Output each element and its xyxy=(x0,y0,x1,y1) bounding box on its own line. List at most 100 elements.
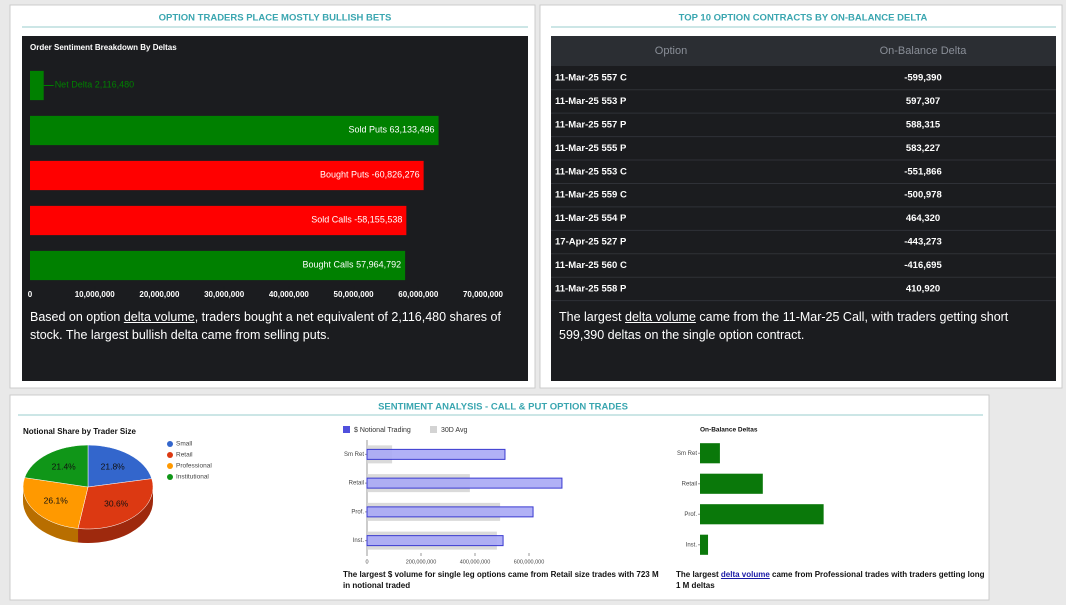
category: Sold Puts xyxy=(348,125,387,135)
y-tick-label: Sm Ret xyxy=(344,452,364,458)
x-tick-label: 200,000,000 xyxy=(406,559,437,565)
bar xyxy=(30,160,424,191)
column-header: On-Balance Delta xyxy=(880,45,968,57)
pie-shade xyxy=(23,487,79,543)
pie-slice xyxy=(87,444,153,488)
data-label: Sold Calls -58,155,538 xyxy=(311,215,402,225)
cell: 11-Mar-25 559 C xyxy=(555,190,627,201)
x-tick-label: 10,000,000 xyxy=(75,290,116,299)
cell: 464,320 xyxy=(906,213,940,224)
category: Net Delta xyxy=(55,80,93,90)
legend-swatch xyxy=(343,426,350,433)
cell: 11-Mar-25 553 P xyxy=(555,96,627,107)
data-label: 26.1% xyxy=(44,495,69,505)
panel-title: OPTION TRADERS PLACE MOSTLY BULLISH BETS xyxy=(159,13,392,24)
panel xyxy=(9,394,990,601)
data-label: Net Delta 2,116,480 xyxy=(55,80,134,90)
cell: 11-Mar-25 557 P xyxy=(555,119,627,130)
cell: 11-Mar-25 557 C xyxy=(555,73,627,84)
value: 2,116,480 xyxy=(95,80,134,90)
pie-slice xyxy=(24,444,89,488)
y-tick-label: Sm Ret xyxy=(677,451,697,457)
data-label: 21.4% xyxy=(52,462,77,472)
chart-title: Order Sentiment Breakdown By Deltas xyxy=(30,43,177,52)
data-label: Bought Puts -60,826,276 xyxy=(320,170,420,180)
bar xyxy=(366,506,534,518)
bar xyxy=(700,534,709,555)
text: The largest xyxy=(559,310,626,324)
bar xyxy=(30,115,439,146)
chart-title: Notional Share by Trader Size xyxy=(23,427,136,436)
cell: 597,307 xyxy=(906,96,940,107)
column-header: Option xyxy=(655,45,687,57)
pie-side xyxy=(23,487,79,543)
cell: -551,866 xyxy=(904,166,942,177)
legend-swatch xyxy=(167,463,173,469)
cell: -599,390 xyxy=(904,73,942,84)
x-tick-label: 0 xyxy=(365,559,368,565)
pie-slice xyxy=(22,477,89,529)
bar xyxy=(700,504,824,525)
cell: 11-Mar-25 558 P xyxy=(555,283,627,294)
legend-label: Small xyxy=(176,441,193,448)
x-tick-label: 30,000,000 xyxy=(204,290,245,299)
x-tick-label: 0 xyxy=(28,290,33,299)
bar xyxy=(366,448,506,460)
text: , traders bought a net equivalent of 2,1… xyxy=(30,310,501,342)
legend-label: Retail xyxy=(176,452,193,459)
x-tick-label: 70,000,000 xyxy=(463,290,504,299)
category: Bought Calls xyxy=(303,260,355,270)
y-tick-label: Prof. xyxy=(351,509,364,515)
category: Bought Puts xyxy=(320,170,370,180)
y-tick-label: Retail xyxy=(682,481,697,487)
legend-label: Institutional xyxy=(176,474,209,481)
y-tick-label: Inst. xyxy=(686,542,698,548)
link[interactable]: delta volume xyxy=(720,570,770,579)
cell: 17-Apr-25 527 P xyxy=(555,237,627,248)
x-tick-label: 40,000,000 xyxy=(269,290,310,299)
cell: -443,273 xyxy=(904,237,942,248)
bar xyxy=(30,70,44,101)
legend-label: $ Notional Trading xyxy=(354,427,411,434)
text: The largest $ volume for single leg opti… xyxy=(343,570,659,590)
panel-title: SENTIMENT ANALYSIS - CALL & PUT OPTION T… xyxy=(378,402,628,413)
cell: 583,227 xyxy=(906,143,940,154)
cell: 11-Mar-25 555 P xyxy=(555,143,627,154)
text: Based on option xyxy=(30,310,124,324)
y-tick-label: Prof. xyxy=(684,512,697,518)
caption: Based on option delta volume, traders bo… xyxy=(30,308,520,344)
link[interactable]: delta volume xyxy=(625,310,696,324)
chart-title: On-Balance Deltas xyxy=(700,427,758,434)
caption: The largest delta volume came from Profe… xyxy=(676,569,986,591)
cell: -500,978 xyxy=(904,190,942,201)
text: The largest xyxy=(676,570,721,579)
text: came from the 11-Mar-25 Call, with trade… xyxy=(559,310,1009,342)
legend-swatch xyxy=(167,441,173,447)
x-tick-label: 400,000,000 xyxy=(460,559,491,565)
caption: The largest delta volume came from the 1… xyxy=(559,308,1049,344)
x-tick-label: 60,000,000 xyxy=(398,290,439,299)
pie-slice xyxy=(77,478,154,530)
cell: 588,315 xyxy=(906,119,941,130)
table-header xyxy=(551,36,1056,66)
bar xyxy=(30,205,407,236)
y-tick-label: Inst. xyxy=(353,538,365,544)
data-label: Sold Puts 63,133,496 xyxy=(348,125,434,135)
cell: -416,695 xyxy=(904,260,942,271)
legend-label: 30D Avg xyxy=(441,427,467,434)
cell: 11-Mar-25 554 P xyxy=(555,213,627,224)
cell: 11-Mar-25 553 C xyxy=(555,166,627,177)
link[interactable]: delta volume xyxy=(123,310,195,324)
panel-title: TOP 10 OPTION CONTRACTS BY ON-BALANCE DE… xyxy=(679,13,928,24)
caption: The largest $ volume for single leg opti… xyxy=(343,569,663,591)
data-label: Bought Calls 57,964,792 xyxy=(303,260,402,270)
pie-side xyxy=(78,487,153,543)
category: Sold Calls xyxy=(311,215,352,225)
x-tick-label: 20,000,000 xyxy=(139,290,180,299)
legend-label: Professional xyxy=(176,463,212,470)
bar xyxy=(366,477,563,489)
data-label: 30.6% xyxy=(104,499,129,509)
legend-swatch xyxy=(167,474,173,480)
bar xyxy=(30,250,406,281)
